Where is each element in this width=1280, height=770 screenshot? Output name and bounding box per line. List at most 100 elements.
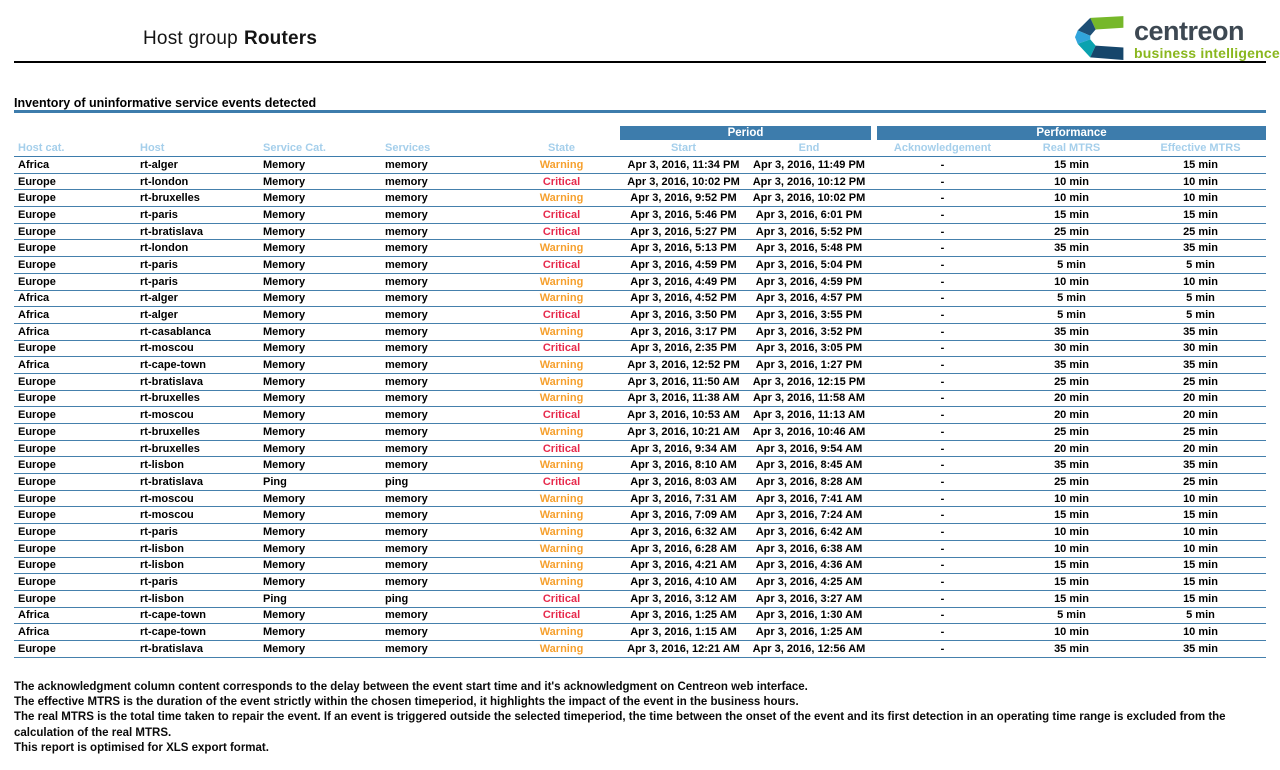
cell-services: memory (385, 576, 428, 589)
cell-end-time: Apr 3, 2016, 1:27 PM (755, 359, 863, 372)
cell-services: memory (385, 275, 428, 288)
cell-effective-mtrs: 15 min (1183, 592, 1218, 605)
cell-start-time: Apr 3, 2016, 10:53 AM (627, 409, 740, 422)
cell-start-time: Apr 3, 2016, 8:10 AM (630, 459, 737, 472)
cell-acknowledgement: - (940, 392, 945, 405)
cell-acknowledgement: - (940, 409, 945, 422)
cell-end-time: Apr 3, 2016, 1:25 AM (755, 626, 863, 639)
column-header-services: Services (385, 142, 431, 154)
header-divider (14, 61, 1266, 63)
cell-real-mtrs: 10 min (1054, 192, 1089, 205)
cell-acknowledgement: - (940, 525, 945, 538)
cell-service-cat: Memory (263, 208, 306, 221)
table-row: Africa rt-casablanca Memory memory Warni… (14, 324, 1266, 341)
section-title: Inventory of uninformative service event… (14, 96, 317, 110)
cell-service-cat: Memory (263, 325, 306, 338)
cell-services: memory (385, 409, 428, 422)
cell-service-cat: Memory (263, 258, 306, 271)
cell-acknowledgement: - (940, 442, 945, 455)
cell-service-cat: Memory (263, 292, 306, 305)
table-row: Europe rt-bruxelles Memory memory Warnin… (14, 391, 1266, 408)
cell-start-time: Apr 3, 2016, 10:21 AM (627, 425, 740, 438)
cell-start-time: Apr 3, 2016, 6:32 AM (630, 525, 737, 538)
cell-services: memory (385, 342, 428, 355)
cell-real-mtrs: 15 min (1054, 158, 1089, 171)
cell-start-time: Apr 3, 2016, 12:21 AM (627, 642, 740, 655)
cell-services: memory (385, 626, 428, 639)
cell-real-mtrs: 5 min (1057, 309, 1086, 322)
cell-start-time: Apr 3, 2016, 11:34 PM (627, 158, 740, 171)
cell-acknowledgement: - (940, 459, 945, 472)
footer-note-effective-mtrs: The effective MTRS is the duration of th… (14, 696, 799, 709)
cell-host-cat: Europe (18, 592, 56, 605)
cell-host: rt-moscou (140, 409, 194, 422)
cell-end-time: Apr 3, 2016, 6:01 PM (755, 208, 863, 221)
cell-host-cat: Europe (18, 576, 56, 589)
cell-service-cat: Memory (263, 442, 306, 455)
cell-end-time: Apr 3, 2016, 8:28 AM (755, 475, 863, 488)
cell-acknowledgement: - (940, 325, 945, 338)
table-row: Europe rt-bruxelles Memory memory Warnin… (14, 190, 1266, 208)
cell-services: ping (385, 592, 409, 605)
cell-host-cat: Europe (18, 425, 56, 438)
table-row: Europe rt-lisbon Memory memory Warning A… (14, 558, 1266, 575)
page-title-hostgroup: Routers (243, 28, 318, 49)
cell-effective-mtrs: 20 min (1183, 409, 1218, 422)
cell-effective-mtrs: 5 min (1186, 609, 1215, 622)
cell-effective-mtrs: 35 min (1183, 642, 1218, 655)
cell-service-cat: Memory (263, 642, 306, 655)
cell-end-time: Apr 3, 2016, 7:24 AM (755, 509, 863, 522)
centreon-logo: centreon business intelligence (1075, 16, 1280, 61)
cell-service-cat: Memory (263, 425, 306, 438)
cell-state-badge: Warning (539, 375, 584, 388)
cell-effective-mtrs: 5 min (1186, 292, 1215, 305)
cell-host: rt-paris (140, 258, 178, 271)
table-row: Africa rt-alger Memory memory Warning Ap… (14, 291, 1266, 308)
footer-note-xls: This report is optimised for XLS export … (14, 741, 269, 754)
cell-acknowledgement: - (940, 475, 945, 488)
cell-effective-mtrs: 25 min (1183, 475, 1218, 488)
cell-host-cat: Europe (18, 509, 56, 522)
cell-state-badge: Critical (542, 592, 581, 605)
cell-effective-mtrs: 20 min (1183, 442, 1218, 455)
table-row: Europe rt-bratislava Memory memory Warni… (14, 374, 1266, 391)
cell-start-time: Apr 3, 2016, 7:09 AM (630, 509, 737, 522)
table-row: Europe rt-bratislava Ping ping Critical … (14, 474, 1266, 491)
table-row: Europe rt-london Memory memory Critical … (14, 174, 1266, 191)
column-header-service-cat: Service Cat. (263, 142, 326, 154)
cell-start-time: Apr 3, 2016, 1:25 AM (630, 609, 737, 622)
cell-real-mtrs: 15 min (1054, 208, 1089, 221)
cell-host-cat: Africa (18, 325, 50, 338)
page-title-prefix: Host group (143, 28, 238, 49)
cell-end-time: Apr 3, 2016, 1:30 AM (755, 609, 863, 622)
cell-services: memory (385, 425, 428, 438)
cell-end-time: Apr 3, 2016, 10:46 AM (752, 425, 866, 438)
cell-real-mtrs: 10 min (1054, 525, 1089, 538)
table-row: Europe rt-moscou Memory memory Critical … (14, 407, 1266, 424)
cell-host: rt-bratislava (140, 475, 203, 488)
cell-state-badge: Warning (539, 275, 584, 288)
table-row: Europe rt-paris Memory memory Warning Ap… (14, 274, 1266, 291)
cell-service-cat: Ping (263, 592, 287, 605)
cell-service-cat: Memory (263, 359, 306, 372)
cell-acknowledgement: - (940, 542, 945, 555)
cell-start-time: Apr 3, 2016, 4:49 PM (630, 275, 737, 288)
table-row: Europe rt-bruxelles Memory memory Critic… (14, 441, 1266, 458)
cell-host-cat: Europe (18, 258, 56, 271)
cell-service-cat: Memory (263, 375, 306, 388)
cell-state-badge: Critical (542, 609, 581, 622)
cell-end-time: Apr 3, 2016, 3:05 PM (755, 342, 863, 355)
cell-end-time: Apr 3, 2016, 4:59 PM (755, 275, 863, 288)
table-row: Europe rt-lisbon Memory memory Warning A… (14, 457, 1266, 475)
cell-start-time: Apr 3, 2016, 11:38 AM (627, 392, 740, 405)
cell-start-time: Apr 3, 2016, 3:50 PM (630, 309, 737, 322)
cell-real-mtrs: 5 min (1057, 292, 1086, 305)
table-row: Africa rt-cape-town Memory memory Warnin… (14, 357, 1266, 374)
cell-host-cat: Europe (18, 542, 56, 555)
cell-acknowledgement: - (940, 158, 945, 171)
cell-host-cat: Europe (18, 475, 56, 488)
cell-services: memory (385, 392, 428, 405)
cell-end-time: Apr 3, 2016, 4:57 PM (755, 292, 863, 305)
column-header-effective-mtrs: Effective MTRS (1160, 142, 1241, 154)
cell-acknowledgement: - (940, 559, 945, 572)
